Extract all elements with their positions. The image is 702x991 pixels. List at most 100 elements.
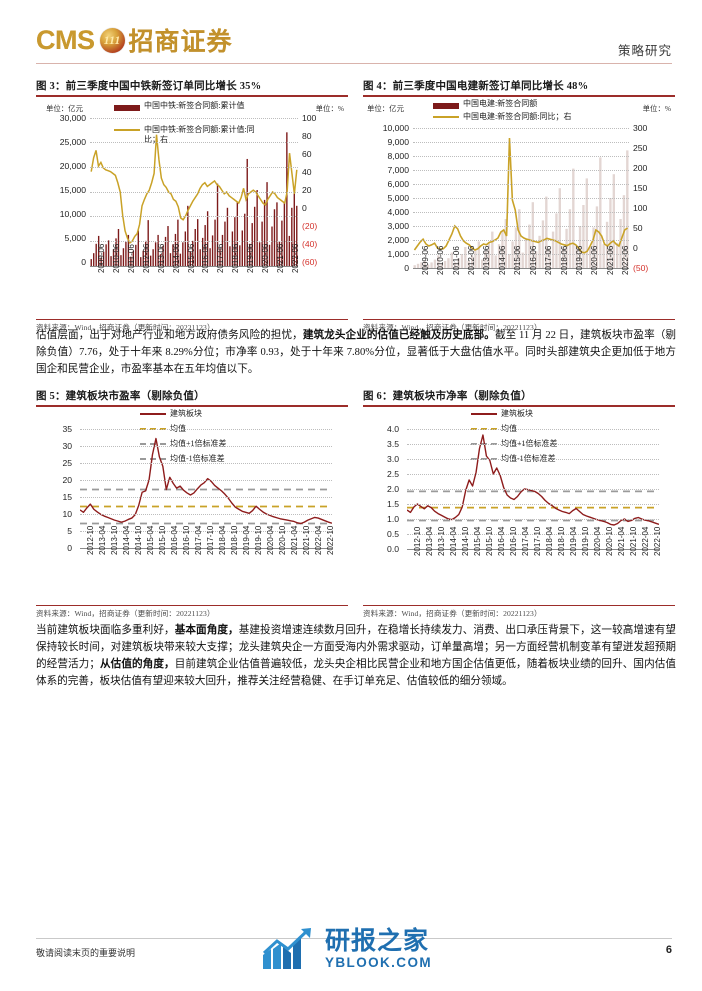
figure-5-ytick-15: 15 <box>62 491 72 502</box>
xtick-label: 2022-06 <box>621 245 631 275</box>
figure-4-y2tick-150: 150 <box>633 182 648 193</box>
xtick-label: 2017-04 <box>194 525 203 555</box>
figure-5-ytick-10: 10 <box>62 508 72 519</box>
xtick-label: 2020-10 <box>278 525 287 555</box>
figure-6-ytick-4-0: 4.0 <box>387 423 399 434</box>
xtick-label: 2009-06 <box>420 245 430 275</box>
xtick-label: 2021-10 <box>629 526 638 556</box>
figure-4-legend-item-1: 中国电建:新签合同额:同比；右 <box>433 112 571 122</box>
figure-5-ytick-0: 0 <box>67 542 72 553</box>
figure-4-plot-area <box>413 127 629 268</box>
xtick-label: 2011-06 <box>451 245 461 275</box>
xtick-label: 2022-10 <box>653 526 662 556</box>
xtick-label: 2012-06 <box>467 245 476 275</box>
watermark-text: 研报之家 YBLOOK.COM <box>325 929 432 970</box>
xtick-label: 2010-06 <box>112 243 122 273</box>
xtick-label: 2014-06 <box>497 245 507 275</box>
xtick-label: 2020-04 <box>266 525 275 555</box>
figure-5-legend-item-3: 均值-1倍标准差 <box>140 454 225 464</box>
figure-5-ytick-20: 20 <box>62 474 72 485</box>
figure-4-y2tick-neg50: (50) <box>633 262 649 273</box>
xtick-label: 2022-04 <box>641 526 650 556</box>
valuation-bold-1: 建筑龙头企业的估值已经触及历史底部。 <box>302 330 495 341</box>
xtick-label: 2020-10 <box>605 526 614 556</box>
xtick-label: 2018-04 <box>545 526 554 556</box>
xtick-label: 2013-10 <box>110 525 119 555</box>
valuation-paragraph: 估值层面，出于对地产行业和地方政府债务风险的担忧，建筑龙头企业的估值已经触及历史… <box>36 327 676 378</box>
line-swatch-icon <box>433 115 459 118</box>
figure-6-plot-area <box>407 428 659 549</box>
xtick-label: 2014-10 <box>134 525 143 555</box>
line-swatch-icon <box>114 128 140 131</box>
figure-5-x-axis <box>80 547 332 549</box>
xtick-label: 2017-06 <box>216 243 226 273</box>
xtick-label: 2019-10 <box>581 526 590 556</box>
xtick-label: 2017-06 <box>544 245 554 275</box>
header-category-label: 策略研究 <box>617 44 672 58</box>
figure-4-y2tick-100: 100 <box>633 202 648 213</box>
header-divider <box>36 63 672 64</box>
xtick-label: 2014-06 <box>171 243 181 273</box>
figure-4-x-axis <box>413 267 629 269</box>
figure-3-plot-area <box>90 117 298 266</box>
figure-6-legend-label-3: 均值-1倍标准差 <box>501 453 556 463</box>
figure-3-source: 资料来源：Wind，招商证券（更新时间：20221123） <box>36 318 348 333</box>
figure-4-ytick-0: 0 <box>404 262 409 273</box>
figure-5-source: 资料来源：Wind，招商证券（更新时间：20221123） <box>36 604 348 619</box>
bar-swatch-icon <box>114 104 140 111</box>
figure-4-legend-label-1: 中国电建:新签合同额:同比；右 <box>463 111 572 121</box>
figure-6-ytick-3-5: 3.5 <box>387 438 399 449</box>
figure-4-source: 资料来源：Wind，招商证券（更新时间：20221123） <box>363 318 675 333</box>
logo-badge-icon: 111 <box>99 27 125 53</box>
figure-6-ytick-0-0: 0.0 <box>387 543 399 554</box>
figure-6-title: 图 6：建筑板块市净率（剔除负值） <box>363 391 532 402</box>
figure-5-title: 图 5：建筑板块市盈率（剔除负值） <box>36 391 205 402</box>
xtick-label: 2016-04 <box>170 525 179 555</box>
figure-3-legend-label-0: 中国中铁:新签合同额:累计值 <box>144 100 245 110</box>
figure-4-left-unit: 单位：亿元 <box>367 103 404 113</box>
figure-4-ytick-5000: 5,000 <box>387 192 409 203</box>
figure-3-title-rule <box>36 95 348 97</box>
xtick-label: 2013-04 <box>98 525 107 555</box>
figure-5-ytick-30: 30 <box>62 440 72 451</box>
xtick-label: 2021-04 <box>290 525 299 555</box>
figure-3-series-svg <box>90 131 298 266</box>
figure-6-title-rule <box>363 405 675 407</box>
xtick-label: 2021-06 <box>605 245 615 275</box>
figure-4-y2tick-300: 300 <box>633 122 648 133</box>
figure-4-series-svg <box>413 137 629 268</box>
xtick-label: 2018-10 <box>557 526 566 556</box>
xtick-label: 2016-10 <box>182 525 191 555</box>
figure-3-chart: 单位：亿元 单位：% 中国中铁:新签合同额:累计值 中国中铁:新签合同额:累计值… <box>36 96 348 319</box>
xtick-label: 2021-06 <box>275 243 285 273</box>
xtick-label: 2022-04 <box>314 525 323 555</box>
xtick-label: 2019-10 <box>254 525 263 555</box>
xtick-label: 2013-06 <box>482 245 492 275</box>
figure-3-ytick-0: 0 <box>81 256 86 267</box>
figure-3-y2tick-0: 0 <box>302 202 307 213</box>
figure-4-ytick-10000: 10,000 <box>382 122 409 133</box>
figure-5-legend-label-0: 建筑板块 <box>170 408 202 418</box>
xtick-label: 2010-06 <box>436 245 446 275</box>
footer-disclaimer: 敬请阅读末页的重要说明 <box>36 948 136 958</box>
logo-chinese-text: 招商证券 <box>129 22 233 58</box>
xtick-label: 2018-06 <box>231 243 241 273</box>
figure-4-title-rule <box>363 95 675 97</box>
outlook-mid-2: 目前建筑企业估值普遍较低，龙头央企相比民营企业和地方国企估值更低，随着板块业绩的… <box>36 659 677 688</box>
figure-4-ytick-3000: 3,000 <box>387 220 409 231</box>
figure-5-legend-item-0: 建筑板块 <box>140 409 202 419</box>
xtick-label: 2019-06 <box>575 245 584 275</box>
figure-4-legend-label-0: 中国电建:新签合同额 <box>463 98 538 108</box>
figure-6-x-axis <box>407 548 659 550</box>
xtick-label: 2021-04 <box>617 526 626 556</box>
xtick-label: 2016-10 <box>509 526 518 556</box>
figure-6-legend-label-0: 建筑板块 <box>501 408 533 418</box>
figure-3: 图 3：前三季度中国中铁新签订单同比增长 35% 单位：亿元 单位：% 中国中铁… <box>36 78 348 333</box>
xtick-label: 2018-06 <box>559 245 569 275</box>
figure-5-legend-label-1: 均值 <box>170 423 186 433</box>
figure-5-plot-area <box>80 428 332 548</box>
xtick-label: 2014-04 <box>122 525 131 555</box>
figure-4-y2tick-50: 50 <box>633 222 643 233</box>
cms-logo: CMS 111 招商证券 <box>36 22 233 58</box>
